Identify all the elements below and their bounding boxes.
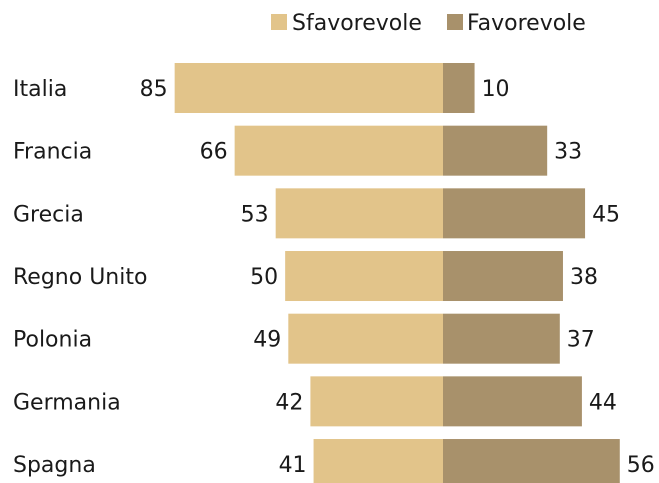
value-label-sfavorevole-grecia: 53 [241, 202, 269, 227]
bar-sfavorevole-polonia [288, 313, 443, 364]
bar-sfavorevole-francia [234, 125, 443, 176]
value-label-favorevole-regno-unito: 38 [570, 265, 598, 290]
category-label-germania: Germania [13, 390, 121, 415]
legend-swatch-sfavorevole [271, 14, 287, 30]
legend-swatch-favorevole [447, 14, 463, 30]
value-label-favorevole-francia: 33 [554, 140, 582, 165]
value-label-favorevole-italia: 10 [482, 77, 510, 102]
chart-legend: Sfavorevole Favorevole [271, 11, 586, 36]
chart-bars [174, 63, 620, 483]
chart-labels: Italia 85 10 Francia 66 33 Grecia 53 45 Regno Uni… [13, 77, 655, 478]
bar-favorevole-grecia [443, 188, 586, 239]
bar-sfavorevole-italia [174, 63, 443, 113]
bar-favorevole-spagna [443, 439, 620, 483]
category-label-regno-unito: Regno Unito [13, 265, 147, 290]
category-label-francia: Francia [13, 140, 92, 165]
bar-favorevole-regno-unito [443, 251, 563, 302]
value-label-favorevole-grecia: 45 [592, 202, 620, 227]
bar-sfavorevole-spagna [313, 439, 443, 483]
value-label-favorevole-polonia: 37 [567, 328, 595, 353]
bar-favorevole-polonia [443, 313, 560, 364]
value-label-sfavorevole-italia: 85 [140, 77, 168, 102]
value-label-sfavorevole-germania: 42 [275, 390, 303, 415]
legend-label-favorevole: Favorevole [467, 11, 586, 36]
value-label-sfavorevole-francia: 66 [200, 140, 228, 165]
bar-sfavorevole-germania [310, 376, 443, 427]
bar-favorevole-germania [443, 376, 582, 427]
bar-favorevole-francia [443, 125, 548, 176]
value-label-sfavorevole-regno-unito: 50 [250, 265, 278, 290]
bar-favorevole-italia [443, 63, 475, 113]
category-label-spagna: Spagna [13, 453, 96, 478]
value-label-sfavorevole-polonia: 49 [253, 328, 281, 353]
value-label-favorevole-germania: 44 [589, 390, 617, 415]
category-label-italia: Italia [13, 77, 67, 102]
value-label-sfavorevole-spagna: 41 [279, 453, 307, 478]
bar-sfavorevole-regno-unito [285, 251, 443, 302]
category-label-grecia: Grecia [13, 202, 84, 227]
bar-sfavorevole-grecia [275, 188, 443, 239]
value-label-favorevole-spagna: 56 [627, 453, 655, 478]
legend-label-sfavorevole: Sfavorevole [292, 11, 422, 36]
category-label-polonia: Polonia [13, 328, 92, 353]
